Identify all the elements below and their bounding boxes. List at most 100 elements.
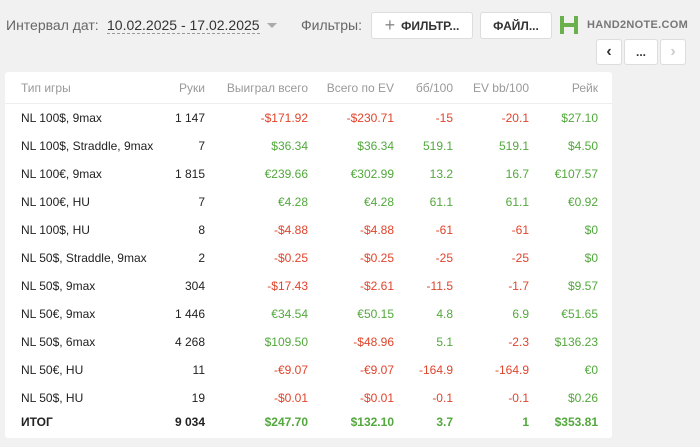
game-type: NL 100€, 9max — [21, 167, 102, 181]
cell-value: €239.66 — [264, 167, 308, 181]
column-header: Всего по EV — [326, 81, 394, 95]
cell-value: €51.65 — [561, 307, 598, 321]
cell-value: 11 — [192, 363, 205, 377]
cell-value: $36.34 — [271, 139, 308, 153]
cell-value: $4.50 — [567, 139, 598, 153]
cell-value: -$4.88 — [273, 223, 308, 237]
game-type: NL 100$, HU — [21, 223, 90, 237]
more-button[interactable]: ... — [624, 39, 658, 65]
cell-value: -1.7 — [508, 279, 529, 293]
cell-value: 1 815 — [174, 167, 205, 181]
cell-value: -$17.43 — [267, 279, 308, 293]
total-value: 9 034 — [174, 415, 205, 429]
total-value: $247.70 — [264, 415, 308, 429]
cell-value: -$48.96 — [353, 335, 394, 349]
cell-value: 1 147 — [174, 111, 205, 125]
cell-value: -$171.92 — [260, 111, 308, 125]
cell-value: -0.1 — [508, 391, 529, 405]
cell-value: -164.9 — [494, 363, 529, 377]
cell-value: -15 — [435, 111, 453, 125]
cell-value: €4.28 — [363, 195, 394, 209]
cell-value: 4.8 — [436, 307, 453, 321]
cell-value: -11.5 — [426, 279, 453, 293]
cell-value: -$230.71 — [346, 111, 394, 125]
prev-button[interactable]: ‹ — [596, 39, 622, 65]
total-value: ИТОГ — [21, 415, 53, 429]
cell-value: €34.54 — [271, 307, 308, 321]
game-type: NL 100$, Straddle, 9max — [21, 139, 154, 153]
game-type: NL 50$, HU — [21, 391, 84, 405]
cell-value: 61.1 — [505, 195, 529, 209]
cell-value: €0 — [584, 363, 598, 377]
cell-value: $109.50 — [264, 335, 308, 349]
row-divider — [5, 103, 612, 104]
cell-value: $27.10 — [561, 111, 598, 125]
cell-value: 519.1 — [498, 139, 529, 153]
cell-value: 519.1 — [422, 139, 453, 153]
stats-table: Тип игры Руки Выиграл всего Всего по EV бб/1… — [5, 72, 612, 438]
cell-value: -$2.61 — [359, 279, 394, 293]
cell-value: $136.23 — [554, 335, 598, 349]
total-value: $353.81 — [554, 415, 598, 429]
cell-value: -€9.07 — [273, 363, 308, 377]
cell-value: -25 — [435, 251, 453, 265]
logo-icon — [560, 16, 578, 34]
cell-value: -$0.25 — [359, 251, 394, 265]
total-value: 1 — [522, 415, 529, 429]
column-header: Тип игры — [21, 81, 71, 95]
game-type: NL 100$, 9max — [21, 111, 102, 125]
filter-button[interactable]: + ФИЛЬТР... — [371, 12, 473, 39]
cell-value: -164.9 — [418, 363, 453, 377]
game-type: NL 50$, 9max — [21, 279, 96, 293]
cell-value: -$0.01 — [273, 391, 308, 405]
filters-label: Фильтры: — [301, 17, 362, 33]
cell-value: 8 — [198, 223, 205, 237]
column-header: Рейк — [571, 81, 598, 95]
cell-value: 1 446 — [174, 307, 205, 321]
cell-value: -2.3 — [508, 335, 529, 349]
cell-value: -61 — [511, 223, 529, 237]
cell-value: 16.7 — [505, 167, 529, 181]
logo-text: HAND2NOTE.COM — [587, 19, 689, 31]
cell-value: €4.28 — [277, 195, 308, 209]
cell-value: 19 — [191, 391, 205, 405]
game-type: NL 50$, Straddle, 9max — [21, 251, 147, 265]
dropdown-arrow[interactable] — [266, 22, 278, 30]
cell-value: €0.92 — [567, 195, 598, 209]
cell-value: -$0.01 — [359, 391, 394, 405]
cell-value: 2 — [198, 251, 205, 265]
cell-value: -$4.88 — [359, 223, 394, 237]
file-button[interactable]: ФАЙЛ... — [480, 12, 552, 39]
cell-value: -€9.07 — [359, 363, 394, 377]
cell-value: -0.1 — [432, 391, 453, 405]
column-header: Руки — [179, 81, 205, 95]
cell-value: $0 — [584, 251, 598, 265]
cell-value: 4 268 — [174, 335, 205, 349]
cell-value: -25 — [511, 251, 529, 265]
cell-value: €50.15 — [357, 307, 394, 321]
total-value: 3.7 — [436, 415, 453, 429]
cell-value: 13.2 — [429, 167, 453, 181]
cell-value: -61 — [435, 223, 453, 237]
cell-value: €107.57 — [554, 167, 598, 181]
game-type: NL 100€, HU — [21, 195, 90, 209]
next-button[interactable]: › — [660, 39, 686, 65]
game-type: NL 50€, 9max — [21, 307, 96, 321]
total-value: $132.10 — [350, 415, 394, 429]
date-label: Интервал дат: — [6, 17, 99, 33]
cell-value: 7 — [198, 139, 205, 153]
cell-value: 6.9 — [512, 307, 529, 321]
cell-value: 61.1 — [429, 195, 453, 209]
cell-value: $0 — [584, 223, 598, 237]
game-type: NL 50$, 6max — [21, 335, 96, 349]
cell-value: 304 — [184, 279, 205, 293]
date-range[interactable]: 10.02.2025 - 17.02.2025 — [107, 17, 260, 34]
cell-value: 7 — [198, 195, 205, 209]
game-type: NL 50€, HU — [21, 363, 84, 377]
cell-value: $36.34 — [357, 139, 394, 153]
column-header: Выиграл всего — [226, 81, 308, 95]
column-header: бб/100 — [415, 81, 453, 95]
cell-value: $0.26 — [567, 391, 598, 405]
column-header: EV bb/100 — [472, 81, 529, 95]
cell-value: 5.1 — [436, 335, 453, 349]
